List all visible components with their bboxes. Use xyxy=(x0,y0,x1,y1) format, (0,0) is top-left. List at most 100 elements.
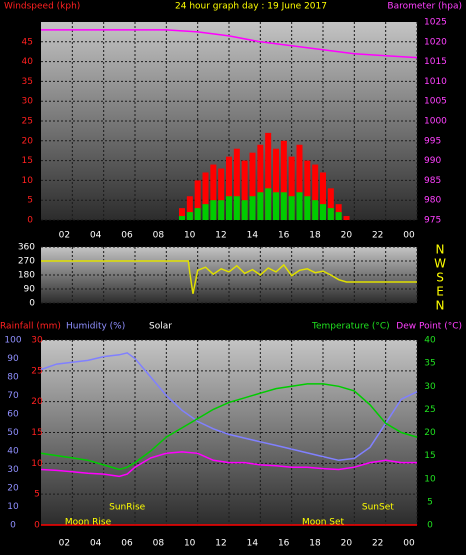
y2-tick-label: 1010 xyxy=(424,77,447,87)
y-tick-label: 0 xyxy=(34,521,40,531)
bar xyxy=(296,192,303,220)
x-tick-label: 18 xyxy=(309,539,321,549)
bar xyxy=(186,196,193,220)
x-tick-label: 00 xyxy=(403,539,415,549)
y3-tick-label: 20 xyxy=(7,484,19,494)
bar xyxy=(312,164,319,220)
bar xyxy=(241,160,248,220)
x-tick-label: 02 xyxy=(59,231,70,241)
bar xyxy=(249,196,256,220)
bar xyxy=(273,192,279,220)
bar xyxy=(273,148,279,220)
y2-tick-label: 990 xyxy=(424,156,441,166)
bar xyxy=(179,208,185,220)
y-label: Windspeed (kph) xyxy=(4,2,80,12)
x-tick-label: 10 xyxy=(184,231,196,241)
y-tick-label: 35 xyxy=(22,77,33,87)
bar xyxy=(257,144,264,220)
bar xyxy=(288,156,295,220)
y-tick-label: 15 xyxy=(22,156,33,166)
x-tick-label: 00 xyxy=(403,231,415,241)
y2-tick-label: 1020 xyxy=(424,37,447,47)
y2-tick-label: 40 xyxy=(424,336,436,346)
x-tick-label: 04 xyxy=(90,231,102,241)
y2-label: Temperature (°C) xyxy=(311,322,390,332)
x-tick-label: 12 xyxy=(215,539,226,549)
bar xyxy=(218,200,225,220)
y-tick-label: 5 xyxy=(27,196,33,206)
bar xyxy=(241,200,248,220)
bar xyxy=(210,164,217,220)
y3-tick-label: 40 xyxy=(7,447,19,457)
y2-tick-label: 995 xyxy=(424,136,441,146)
y-tick-label: 5 xyxy=(34,490,40,500)
y2-tick-label: S xyxy=(436,271,444,285)
y-tick-label: 0 xyxy=(27,216,33,226)
y2-tick-label: 15 xyxy=(424,451,435,461)
solar-label: Solar xyxy=(149,322,172,332)
bar xyxy=(249,152,256,220)
y-tick-label: 30 xyxy=(31,336,43,346)
y2-tick-label: 0 xyxy=(427,521,433,531)
bar xyxy=(257,192,264,220)
bar xyxy=(202,204,209,220)
bar xyxy=(233,196,240,220)
y3-tick-label: 70 xyxy=(7,391,19,401)
y2-tick-label: N xyxy=(436,299,445,313)
y3-tick-label: 60 xyxy=(7,410,19,420)
x-tick-label: 14 xyxy=(247,231,259,241)
bar xyxy=(186,212,193,220)
y-tick-label: 45 xyxy=(22,37,33,47)
bar xyxy=(194,208,201,220)
y2-label: Barometer (hpa) xyxy=(387,2,462,12)
bar xyxy=(226,196,232,220)
y-label: Rainfall (mm) xyxy=(0,322,61,332)
line xyxy=(40,451,417,478)
y-tick-label: 25 xyxy=(31,366,42,376)
bar xyxy=(288,196,295,220)
title: 24 hour graph day : 19 June 2017 xyxy=(175,2,327,12)
y-tick-label: 10 xyxy=(22,176,34,186)
y-tick-label: 15 xyxy=(31,428,42,438)
bar xyxy=(320,172,326,220)
x-tick-label: 22 xyxy=(372,231,383,241)
bar xyxy=(327,208,334,220)
y-tick-label: 20 xyxy=(31,397,43,407)
y2-tick-label: 975 xyxy=(424,216,441,226)
annotation: Moon Set xyxy=(302,518,345,528)
y3-tick-label: 90 xyxy=(7,354,19,364)
y-tick-label: 360 xyxy=(18,243,35,253)
x-tick-label: 20 xyxy=(341,231,353,241)
y2-tick-label: W xyxy=(434,257,446,271)
bar xyxy=(265,132,272,220)
y-tick-label: 0 xyxy=(29,299,35,309)
y2-tick-label: 35 xyxy=(424,359,435,369)
x-tick-label: 02 xyxy=(59,539,70,549)
y2-tick-label: 10 xyxy=(424,474,436,484)
bar xyxy=(343,216,350,220)
bar xyxy=(226,156,232,220)
y3-tick-label: 80 xyxy=(7,373,19,383)
bar xyxy=(202,172,209,220)
y3-tick-label: 100 xyxy=(4,336,21,346)
y2-tick-label: 5 xyxy=(427,497,433,507)
x-tick-label: 10 xyxy=(184,539,196,549)
annotation: Moon Rise xyxy=(65,518,112,528)
bar xyxy=(280,192,287,220)
y-tick-label: 270 xyxy=(18,257,35,267)
x-tick-label: 20 xyxy=(341,539,353,549)
y2-tick-label: 25 xyxy=(424,405,435,415)
x-tick-label: 08 xyxy=(153,539,165,549)
bar xyxy=(233,148,240,220)
bar xyxy=(335,212,342,220)
y2-tick-label: 30 xyxy=(424,382,436,392)
x-tick-label: 16 xyxy=(278,231,290,241)
bar xyxy=(179,216,185,220)
line xyxy=(41,29,418,59)
bar xyxy=(304,160,311,220)
x-tick-label: 22 xyxy=(372,539,383,549)
y-tick-label: 90 xyxy=(24,285,36,295)
bar xyxy=(304,196,311,220)
bar xyxy=(280,140,287,220)
